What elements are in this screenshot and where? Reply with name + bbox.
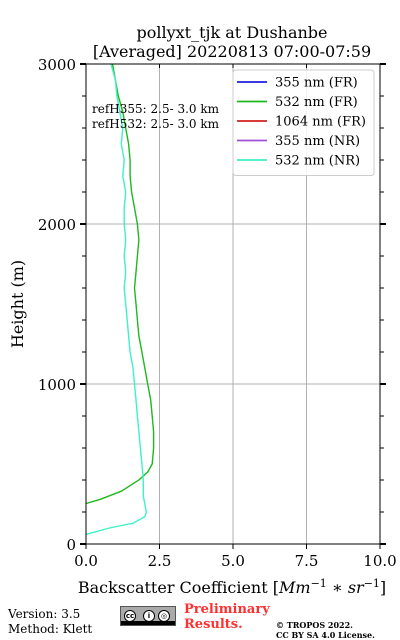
legend-label: 355 nm (FR)	[275, 76, 358, 91]
x-tick-label: 7.5	[295, 552, 319, 570]
backscatter-chart: pollyxt_tjk at Dushanbe [Averaged] 20220…	[8, 23, 397, 597]
y-tick-label: 1000	[38, 376, 76, 394]
method-text: Method: Klett	[8, 622, 93, 636]
y-tick-label: 3000	[38, 56, 76, 74]
y-tick-label: 2000	[38, 216, 76, 234]
preliminary-line-2: Results.	[184, 617, 243, 632]
x-tick-label: 0.0	[74, 552, 98, 570]
legend-box	[232, 69, 375, 176]
copyright-notice: © TROPOS 2022. CC BY SA 4.0 License.	[276, 620, 375, 640]
cc-license-icon: cc i ◎	[120, 606, 176, 626]
version-text: Version: 3.5	[8, 607, 81, 621]
copyright-line-1: © TROPOS 2022.	[276, 620, 353, 630]
chart-title: pollyxt_tjk at Dushanbe	[136, 23, 327, 42]
axis-ticks: 0.0 2.5 5.0 7.5 10.0 0 1000 2000 3000	[38, 56, 397, 570]
x-tick-label: 5.0	[221, 552, 245, 570]
preliminary-line-1: Preliminary	[184, 602, 270, 617]
x-axis-label: Backscatter Coefficient [Mm−1 ∗ sr−1]	[78, 577, 386, 597]
series-line-1	[86, 64, 155, 505]
legend-label: 355 nm (NR)	[275, 134, 360, 149]
preliminary-notice: Preliminary Results.	[184, 602, 270, 632]
y-tick-label: 0	[66, 536, 76, 554]
legend-label: 532 nm (NR)	[275, 154, 360, 169]
annotation-text: refH355: 2.5- 3.0 km	[92, 102, 220, 116]
y-axis-label: Height (m)	[8, 260, 27, 348]
x-tick-label: 10.0	[363, 552, 396, 570]
copyright-line-2: CC BY SA 4.0 License.	[276, 630, 375, 640]
annotation-text: refH532: 2.5- 3.0 km	[92, 117, 220, 131]
legend: 355 nm (FR) 532 nm (FR) 1064 nm (FR) 355 nm…	[232, 69, 375, 176]
series-lines	[86, 64, 155, 536]
legend-label: 1064 nm (FR)	[275, 115, 366, 130]
chart-subtitle: [Averaged] 20220813 07:00-07:59	[93, 42, 371, 61]
legend-label: 532 nm (FR)	[275, 95, 358, 110]
x-tick-label: 2.5	[148, 552, 172, 570]
series-line-4	[86, 64, 148, 536]
